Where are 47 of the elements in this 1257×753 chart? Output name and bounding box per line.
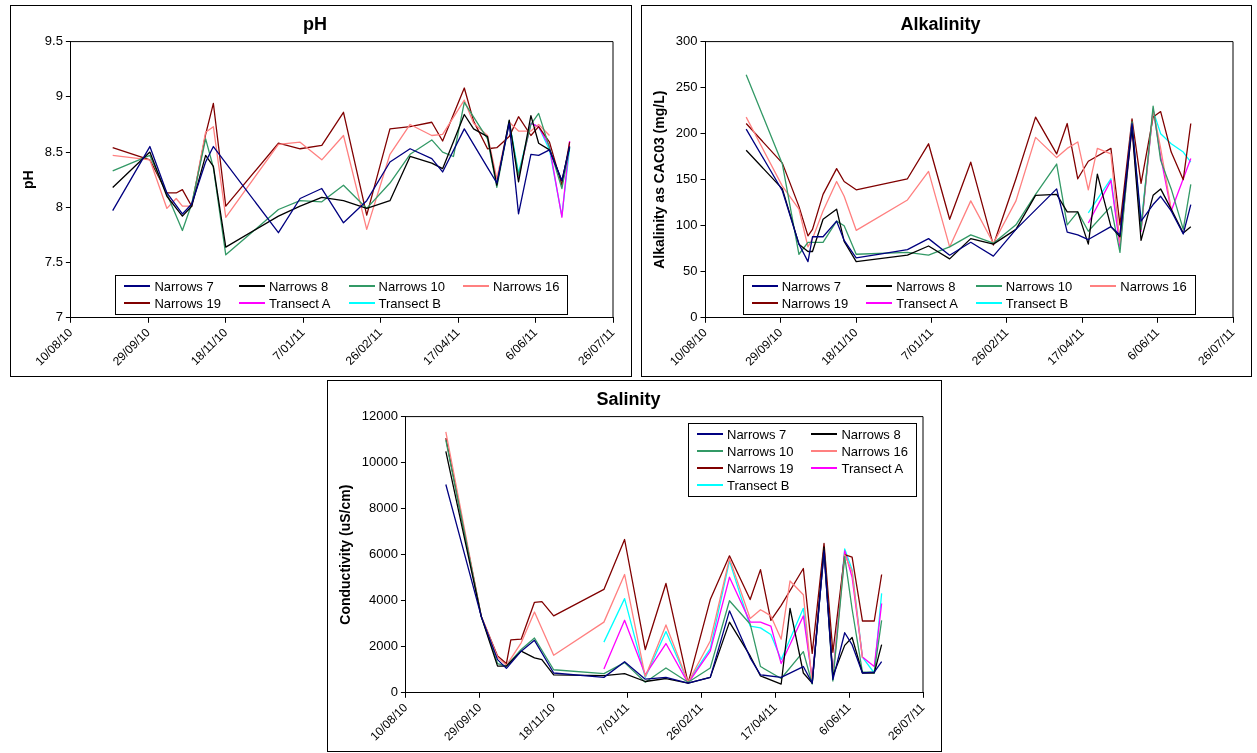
chart-title: pH [303,13,327,34]
legend-label: Transect A [268,295,331,311]
y-tick-label: 9.5 [44,33,63,49]
y-tick-label: 7.5 [44,254,63,270]
legend-label: Transect B [378,295,441,311]
y-tick-label: 10000 [361,454,398,470]
legend-label: Narrows 7 [154,278,214,294]
legend-label: Narrows 19 [727,460,794,476]
chart-title: Salinity [596,388,661,409]
y-tick-label: 250 [675,79,698,95]
legend-label: Narrows 8 [841,426,901,442]
legend-label: Narrows 16 [1120,278,1187,294]
y-tick-label: 8.5 [44,143,63,159]
y-tick-label: 2000 [369,638,398,654]
legend-label: Narrows 10 [1005,278,1073,294]
y-tick-label: 150 [675,171,698,187]
legend-label: Transect B [727,477,790,493]
y-axis-title: Alkalinity as CAC03 (mg/L) [651,90,668,269]
y-axis-title: Conductivity (uS/cm) [337,484,354,625]
legend-label: Narrows 16 [493,278,560,294]
legend-label: Narrows 7 [781,278,841,294]
legend-label: Narrows 10 [727,443,794,459]
y-tick-label: 8000 [369,500,398,516]
y-tick-label: 50 [683,263,698,279]
chart-title: Alkalinity [900,13,981,34]
legend-label: Narrows 10 [378,278,446,294]
y-tick-label: 200 [675,125,698,141]
legend-label: Narrows 19 [154,295,221,311]
legend-label: Narrows 19 [781,295,849,311]
y-axis-title: pH [20,170,37,190]
y-tick-label: 12000 [361,408,398,424]
legend-label: Narrows 7 [727,426,787,442]
y-tick-label: 9 [55,88,63,104]
legend-label: Transect A [896,295,958,311]
y-tick-label: 8 [55,198,63,214]
y-tick-label: 0 [390,684,398,700]
y-tick-label: 6000 [369,546,398,562]
legend-label: Narrows 8 [896,278,956,294]
y-tick-label: 100 [675,217,698,233]
legend-label: Narrows 8 [268,278,329,294]
y-tick-label: 0 [690,309,698,325]
y-tick-label: 300 [675,33,698,49]
y-tick-label: 7 [55,309,63,325]
legend-label: Transect A [841,460,904,476]
legend-label: Narrows 16 [841,443,908,459]
y-tick-label: 4000 [369,592,398,608]
legend-label: Transect B [1005,295,1069,311]
